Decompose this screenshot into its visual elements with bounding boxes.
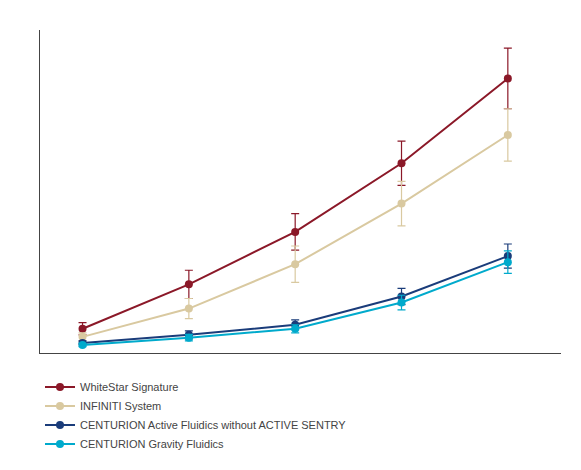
svg-text:WhiteStar Signature: WhiteStar Signature: [80, 381, 178, 393]
svg-text:CENTURION Gravity Fluidics: CENTURION Gravity Fluidics: [80, 438, 224, 450]
svg-text:CENTURION Active Fluidics with: CENTURION Active Fluidics without ACTIVE…: [80, 419, 346, 431]
svg-text:INFINITI System: INFINITI System: [80, 400, 161, 412]
